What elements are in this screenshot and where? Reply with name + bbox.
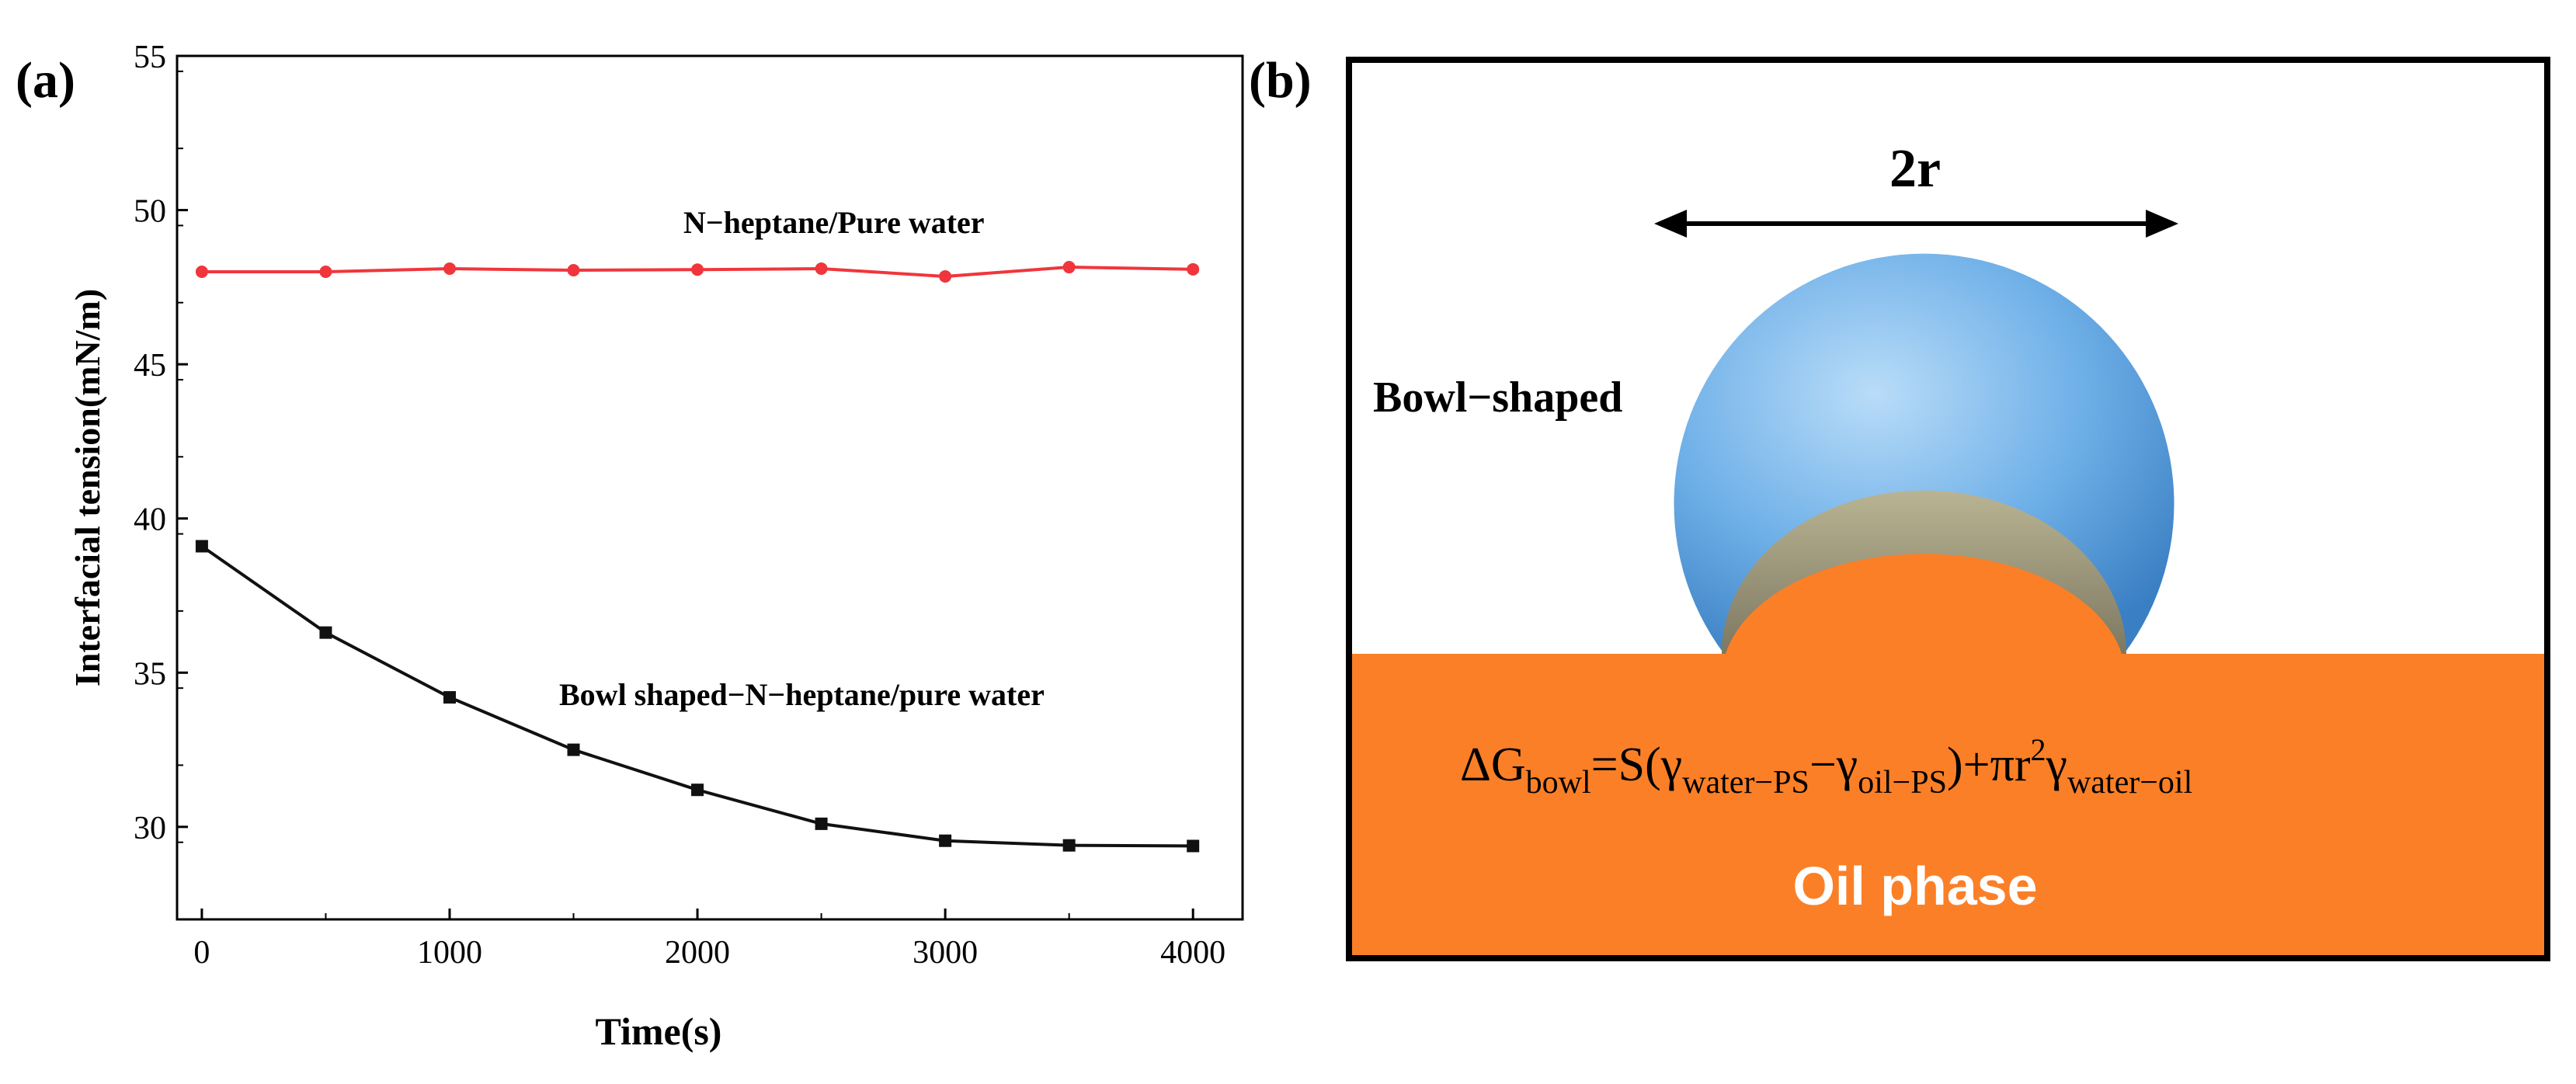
y-tick-label: 30 <box>134 811 166 846</box>
x-tick-label: 2000 <box>665 935 730 971</box>
data-point <box>691 263 704 276</box>
data-point <box>815 262 828 276</box>
data-point <box>195 540 208 553</box>
arrowhead-left <box>1654 210 1687 238</box>
data-point <box>691 783 704 797</box>
data-point <box>1062 261 1076 274</box>
x-tick-label: 3000 <box>913 935 978 971</box>
x-tick-label: 0 <box>193 935 210 971</box>
data-point <box>1062 839 1076 852</box>
data-point <box>567 264 580 277</box>
panel-a-chart: (a) 30 35 40 45 50 55 0 1000 2000 3000 4000 Inter… <box>16 40 1244 1053</box>
x-tick-label: 1000 <box>417 935 482 971</box>
x-axis-label: Time(s) <box>596 1009 722 1053</box>
y-tick-label: 50 <box>134 194 166 230</box>
data-point <box>567 743 580 756</box>
dimension-label: 2r <box>1889 139 1941 199</box>
data-point <box>443 262 456 276</box>
data-point <box>319 266 332 278</box>
bowl-shaped-label: Bowl−shaped <box>1373 373 1622 422</box>
oil-dome <box>1726 554 2122 654</box>
y-axis-label: Interfacial tension(mN/m) <box>68 289 107 686</box>
y-tick-label: 35 <box>134 656 166 692</box>
y-tick-label: 55 <box>134 40 166 75</box>
data-point <box>815 817 828 830</box>
data-point <box>1187 262 1200 276</box>
panel-b-label: (b) <box>1249 52 1312 109</box>
x-axis: 0 1000 2000 3000 4000 <box>193 909 1225 971</box>
oil-phase-region <box>1352 654 2544 955</box>
data-point <box>1187 839 1200 853</box>
data-point <box>939 834 952 847</box>
panel-a-label: (a) <box>16 52 75 109</box>
arrowhead-right <box>2146 210 2178 238</box>
data-point <box>195 266 208 278</box>
data-point <box>319 626 332 639</box>
panel-b-diagram: (b) 2r Bowl−shaped ΔGbowl=S(γwater−PS−γo… <box>1249 52 2550 961</box>
data-point <box>939 269 952 283</box>
oil-phase-label: Oil phase <box>1792 856 2037 916</box>
energy-equation: ΔGbowl=S(γwater−PS−γoil−PS)+πr2γwater−oi… <box>1460 732 2192 801</box>
legend-red-series: N−heptane/Pure water <box>683 205 985 240</box>
x-tick-label: 4000 <box>1160 935 1225 971</box>
plot-frame <box>176 54 1244 921</box>
legend-black-series: Bowl shaped−N−heptane/pure water <box>559 677 1045 712</box>
y-axis: 30 35 40 45 50 55 <box>134 40 188 920</box>
y-tick-label: 40 <box>134 502 166 538</box>
data-point <box>443 691 456 704</box>
series-layer <box>195 261 1200 853</box>
y-tick-label: 45 <box>134 348 166 384</box>
